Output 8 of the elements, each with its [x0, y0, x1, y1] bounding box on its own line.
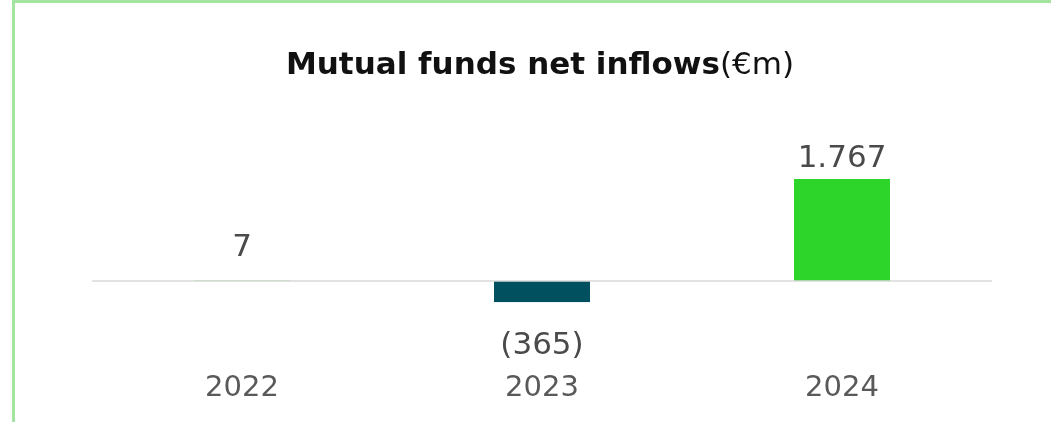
x-tick-label: 2023 [505, 369, 579, 403]
chart-title: Mutual funds net inflows [285, 45, 720, 81]
chart-subtitle: (€m) [719, 45, 795, 81]
data-label: 7 [232, 227, 252, 263]
data-label: 1.767 [797, 138, 887, 174]
x-tick-label: 2022 [205, 369, 279, 403]
x-tick-label: 2024 [805, 369, 879, 403]
data-label: (365) [500, 325, 584, 362]
